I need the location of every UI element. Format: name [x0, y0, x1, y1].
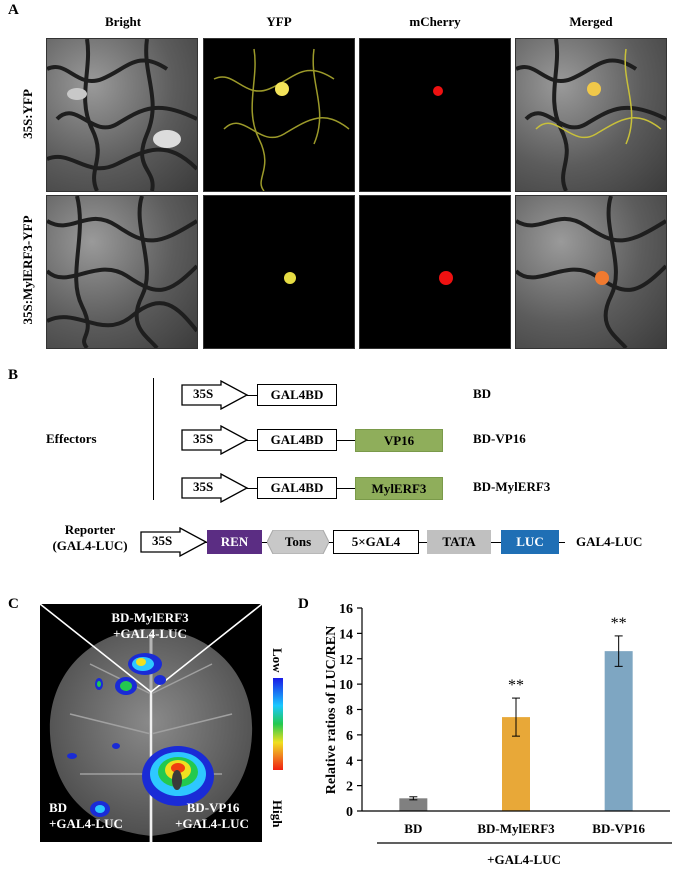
- mylerf3-box: MylERF3: [355, 477, 443, 500]
- construct-name-bd-mylerf3: BD-MylERF3: [473, 479, 551, 494]
- y-tick-label: 0: [346, 805, 353, 820]
- y-tick-label: 8: [346, 704, 353, 719]
- promoter-arrow: [181, 473, 249, 503]
- tata-box: TATA: [427, 530, 491, 554]
- column-title-yfp: YFP: [266, 14, 292, 29]
- connector-line: [247, 395, 257, 397]
- significance-marker: **: [508, 677, 524, 694]
- micrograph-mylerf3-mcherry: [359, 195, 511, 349]
- intensity-color-scale: [273, 678, 283, 770]
- micrograph-yfp-mcherry: [359, 38, 511, 192]
- reporter-name: GAL4-LUC: [576, 534, 643, 549]
- connector-line: [247, 440, 257, 442]
- column-title-mcherry: mCherry: [409, 14, 461, 29]
- micrograph-yfp-merged: [515, 38, 667, 192]
- reporter-promoter-arrow: [140, 527, 208, 557]
- gal4bd-box: GAL4BD: [257, 477, 337, 499]
- leaf-imaging-svg: [40, 604, 262, 842]
- y-tick-label: 12: [339, 653, 353, 668]
- panel-d-label: D: [298, 596, 309, 612]
- column-title-bright: Bright: [104, 14, 142, 29]
- y-tick-label: 6: [346, 729, 353, 744]
- panel-a-label: A: [8, 2, 19, 18]
- mcherry-signal: [433, 86, 443, 96]
- luc-signal-bd: [67, 743, 120, 817]
- merged-signal: [516, 196, 666, 348]
- connector-line: [337, 488, 355, 490]
- connector-line: [247, 488, 257, 490]
- leaf-label-bd: BD: [49, 800, 68, 815]
- panel-b-label: B: [8, 367, 19, 383]
- reporter-promoter-label: 35S: [152, 533, 173, 548]
- micrograph-mylerf3-bright: [46, 195, 198, 349]
- significance-marker: **: [611, 615, 627, 632]
- y-axis-title: Relative ratios of LUC/REN: [324, 626, 339, 794]
- effectors-label: Effectors: [46, 431, 97, 446]
- y-tick-label: 2: [346, 780, 353, 795]
- tons-shape: [267, 530, 329, 554]
- luc-box: LUC: [501, 530, 559, 554]
- group-label: +GAL4-LUC: [487, 852, 561, 867]
- leaf-label-vp16: BD-VP16: [186, 800, 240, 815]
- tons-label: Tons: [284, 534, 312, 549]
- mcherry-signal: [439, 271, 453, 285]
- connector-line: [337, 440, 355, 442]
- micrograph-yfp-yfp: [203, 38, 355, 192]
- y-tick-label: 14: [339, 627, 353, 642]
- yfp-signal: [213, 48, 350, 191]
- yfp-signal: [284, 272, 296, 284]
- promoter-label: 35S: [193, 431, 214, 446]
- luc-signal-mylerf3: [95, 653, 166, 695]
- x-tick-label: BD: [404, 821, 422, 836]
- row-label-35s-mylerf3-yfp: 35S:MylERF3-YFP: [20, 215, 35, 325]
- column-title-merged: Merged: [569, 14, 613, 29]
- leaf-label-vp16-reporter: +GAL4-LUC: [175, 816, 249, 831]
- promoter-arrow: [181, 425, 249, 455]
- gal4bd-box: GAL4BD: [257, 429, 337, 451]
- leaf-label-mylerf3: BD-MylERF3: [111, 610, 189, 625]
- promoter-label: 35S: [193, 386, 214, 401]
- construct-name-bd: BD: [473, 386, 492, 401]
- leaf-label-mylerf3-reporter: +GAL4-LUC: [113, 626, 187, 641]
- y-tick-label: 4: [346, 754, 353, 769]
- ren-box: REN: [207, 530, 262, 554]
- gal4bd-box: GAL4BD: [257, 384, 337, 406]
- bar: [399, 798, 428, 811]
- scale-high-label: High: [270, 800, 285, 828]
- reporter-label: Reporter: [64, 522, 116, 537]
- effectors-divider: [153, 378, 155, 500]
- micrograph-mylerf3-merged: [515, 195, 667, 349]
- cell-outline-pattern: [47, 196, 197, 348]
- promoter-arrow: [181, 380, 249, 410]
- vp16-box: VP16: [355, 429, 443, 452]
- leaf-label-bd-reporter: +GAL4-LUC: [49, 816, 123, 831]
- micrograph-mylerf3-yfp: [203, 195, 355, 349]
- bar: [604, 651, 633, 811]
- luc-ren-bar-chart: 0 2 4 6 8 10 12 14 16 ** ** BD BD-MylERF3 BD-VP16 R…: [324, 602, 672, 867]
- y-tick-label: 10: [339, 678, 353, 693]
- scale-low-label: Low: [270, 648, 285, 673]
- luc-signal-vp16: [142, 746, 214, 806]
- promoter-label: 35S: [193, 479, 214, 494]
- row-label-35s-yfp: 35S:YFP: [20, 89, 35, 139]
- gal4-repeat-box: 5×GAL4: [333, 530, 419, 554]
- x-tick-label: BD-MylERF3: [477, 821, 555, 836]
- panel-c-label: C: [8, 596, 19, 612]
- luciferase-leaf-image: BD-MylERF3 +GAL4-LUC BD +GAL4-LUC BD-VP1…: [40, 604, 262, 842]
- merged-signal: [516, 39, 666, 191]
- cell-outline-pattern: [47, 39, 197, 191]
- reporter-sublabel: (GAL4-LUC): [52, 538, 128, 553]
- micrograph-yfp-bright: [46, 38, 198, 192]
- x-tick-label: BD-VP16: [592, 821, 645, 836]
- y-tick-label: 16: [339, 602, 353, 617]
- construct-name-bd-vp16: BD-VP16: [473, 431, 526, 446]
